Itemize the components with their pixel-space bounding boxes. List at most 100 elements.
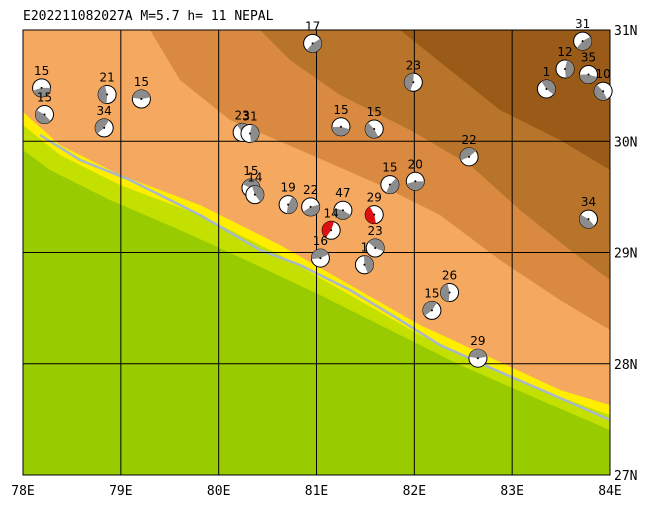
beachball-center [374,247,377,250]
depth-label: 23 [368,224,383,238]
beachball-quadrant [95,118,110,134]
depth-label: 15 [424,286,439,300]
beachball [468,348,488,368]
beachball-quadrant [33,87,51,97]
depth-label: 15 [243,164,258,178]
beachball-quadrant [579,74,598,84]
beachball-quadrant [365,206,376,224]
beachball [364,119,384,139]
depth-label: 15 [367,105,382,119]
beachball [97,85,117,105]
beachball-quadrant [365,122,379,139]
beachball-center [106,93,109,96]
beachball-quadrant [311,249,329,260]
beachball-quadrant [579,214,595,229]
x-tick-label: 83E [500,484,523,499]
beachball [422,300,442,320]
beachball-quadrant [576,36,592,51]
beachball [35,105,55,125]
beachball-center [287,203,290,206]
beachball [354,255,374,275]
depth-label: 17 [305,19,320,33]
depth-label: 21 [99,71,114,85]
depth-label: 15 [333,103,348,117]
beachball-quadrant [98,85,108,104]
beachball-center [248,132,251,135]
beachball-quadrant [35,110,51,124]
beachball [536,79,556,99]
beachball-quadrant [422,301,437,316]
depth-label: 29 [367,191,382,205]
beachball [593,81,613,101]
beachball-quadrant [460,147,476,161]
beachball-quadrant [249,124,259,143]
beachball-center [468,155,471,158]
x-tick-label: 80E [207,484,230,499]
depth-label: 19 [280,181,295,195]
depth-label: 15 [382,161,397,175]
beachball-quadrant [333,208,351,220]
beachball [364,205,384,225]
beachball-center [363,263,366,266]
depth-label: 22 [303,183,318,197]
beachball-center [43,113,46,116]
depth-label: 14 [247,171,262,185]
depth-label: 29 [470,334,485,348]
depth-label: 14 [324,206,339,220]
beachball-center [581,40,584,43]
y-tick-label: 27N [614,469,637,484]
beachball [303,33,323,53]
beachball-center [330,229,333,232]
title: E202211082027A M=5.7 h= 11 NEPAL [23,9,274,24]
beachball-quadrant [303,204,320,216]
beachball-center [587,73,590,76]
beachball-quadrant [404,73,414,91]
beachball-quadrant [306,38,322,53]
depth-label: 23 [235,108,250,122]
beachball-center [545,87,548,90]
beachball-center [414,180,417,183]
x-tick-label: 78E [11,484,34,499]
x-tick-label: 79E [109,484,132,499]
x-tick-label: 81E [305,484,328,499]
y-tick-label: 28N [614,358,637,373]
beachball-quadrant [132,89,151,99]
beachball-center [319,257,322,260]
beachball [310,248,330,268]
beachball [459,147,479,167]
depth-label: 15 [37,91,52,105]
beachball-center [103,126,106,129]
depth-label: 31 [242,109,257,123]
beachball [365,238,385,258]
beachball-quadrant [406,181,425,191]
beachball-quadrant [331,126,350,136]
beachball [131,89,151,109]
beachball [555,59,575,79]
beachball [32,78,52,98]
beachball-center [430,309,433,312]
depth-label: 10 [596,67,611,81]
depth-label: 15 [34,64,49,78]
beachball-center [373,213,376,216]
beachball-quadrant [368,239,385,252]
beachball-center [373,128,376,131]
beachball-center [40,86,43,89]
beachball [405,171,425,191]
beachball [278,195,298,215]
beachball-center [309,205,312,208]
y-tick-label: 30N [614,135,637,150]
beachball-center [339,125,342,128]
depth-label: 26 [442,269,457,283]
depth-label: 20 [408,157,423,171]
depth-label: 15 [134,75,149,89]
beachball-quadrant [564,60,574,78]
beachball [321,220,341,240]
depth-label: 1 [543,65,551,79]
x-tick-label: 82E [403,484,426,499]
beachball-center [602,90,605,93]
beachball-center [388,183,391,186]
depth-label: 22 [461,133,476,147]
beachball-center [412,81,415,84]
beachball-center [563,67,566,70]
